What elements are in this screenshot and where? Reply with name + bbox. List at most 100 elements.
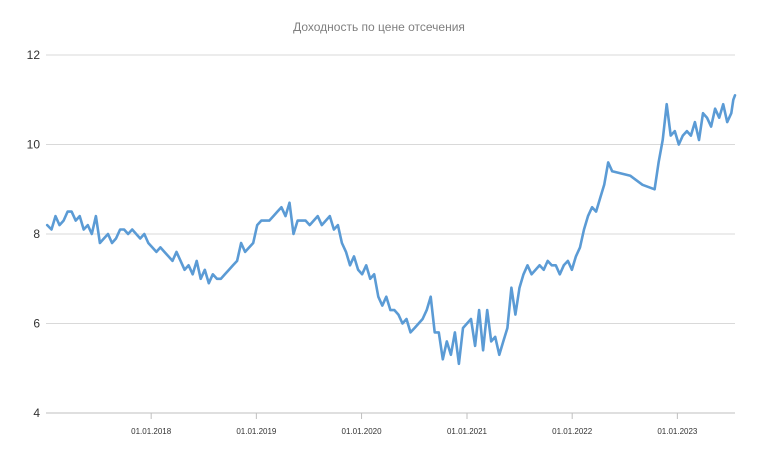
data-point [143, 233, 146, 235]
data-point [686, 130, 688, 132]
data-point [474, 345, 476, 347]
data-point [599, 197, 601, 199]
data-point [244, 251, 246, 253]
data-point [240, 242, 242, 244]
data-point [462, 327, 464, 329]
data-point [591, 206, 593, 208]
data-point [127, 233, 129, 235]
data-point [260, 219, 263, 222]
data-point [502, 340, 505, 343]
data-point [224, 273, 226, 276]
data-point [583, 228, 585, 231]
data-point [413, 327, 416, 329]
data-point [103, 237, 105, 240]
data-point [248, 246, 250, 249]
data-point [252, 242, 254, 244]
data-point [199, 277, 202, 280]
data-point [486, 309, 488, 311]
data-point [70, 210, 73, 213]
data-point [417, 322, 420, 325]
data-point [730, 112, 733, 114]
data-point [163, 251, 166, 253]
data-point [107, 233, 109, 235]
x-tick-label: 01.01.2019 [236, 427, 277, 436]
data-point [629, 175, 632, 177]
data-point [183, 269, 186, 271]
data-point [429, 295, 432, 298]
data-point [454, 331, 456, 334]
data-point [669, 134, 672, 137]
data-point [220, 277, 222, 280]
data-point [550, 264, 553, 267]
data-point [78, 215, 81, 217]
y-tick-label: 6 [33, 317, 40, 331]
data-point [530, 273, 533, 276]
data-point [349, 264, 351, 267]
data-point [357, 269, 359, 271]
data-point [694, 121, 696, 123]
data-point [304, 219, 307, 222]
data-point [179, 260, 182, 262]
data-point [58, 224, 61, 226]
data-point [538, 264, 541, 267]
data-point [308, 224, 311, 226]
data-point [337, 224, 339, 226]
x-tick-label: 01.01.2021 [447, 427, 488, 436]
data-point [341, 242, 343, 244]
data-point [446, 340, 448, 343]
data-point [682, 134, 684, 137]
data-point [236, 260, 238, 262]
data-point [678, 143, 680, 146]
data-point [119, 228, 121, 231]
data-point [558, 273, 561, 276]
data-point [381, 304, 384, 307]
data-point [212, 273, 214, 276]
data-point [478, 309, 480, 311]
data-point [361, 273, 363, 276]
data-point [264, 219, 267, 222]
chart-title: Доходность по цене отсечения [293, 20, 465, 34]
data-point [195, 260, 198, 262]
data-point [653, 188, 656, 191]
data-point [405, 318, 408, 320]
data-point [385, 295, 388, 298]
y-axis: 4 6 8 10 12 [27, 48, 41, 420]
data-point [661, 139, 664, 141]
data-point [603, 183, 605, 186]
x-axis: 01.01.2018 01.01.2019 01.01.2020 01.01.2021… [46, 412, 735, 436]
data-point [123, 228, 125, 231]
data-point [187, 264, 190, 267]
data-point [534, 269, 537, 271]
data-point [718, 116, 720, 119]
data-point [433, 331, 436, 334]
data-point [490, 340, 493, 343]
data-point [673, 130, 676, 132]
y-tick-label: 10 [27, 138, 41, 152]
data-point [470, 318, 472, 320]
data-point [498, 354, 501, 356]
data-point [369, 277, 371, 280]
data-point [514, 313, 517, 316]
gridlines [46, 54, 735, 414]
data-point [115, 237, 117, 240]
y-tick-label: 12 [27, 48, 41, 62]
data-point [175, 251, 178, 253]
data-point [575, 255, 577, 258]
data-point [280, 206, 283, 208]
data-point [665, 103, 668, 106]
data-point [284, 215, 287, 217]
data-point [442, 358, 444, 361]
data-point [50, 228, 53, 231]
data-point [377, 295, 380, 298]
data-point [139, 237, 142, 240]
data-point [320, 224, 323, 226]
data-point [316, 215, 319, 217]
data-point [641, 183, 644, 186]
data-point [296, 219, 299, 222]
data-point [710, 125, 712, 128]
data-point [82, 228, 85, 231]
data-point [91, 233, 93, 235]
data-point [86, 224, 89, 226]
data-point [526, 264, 529, 267]
